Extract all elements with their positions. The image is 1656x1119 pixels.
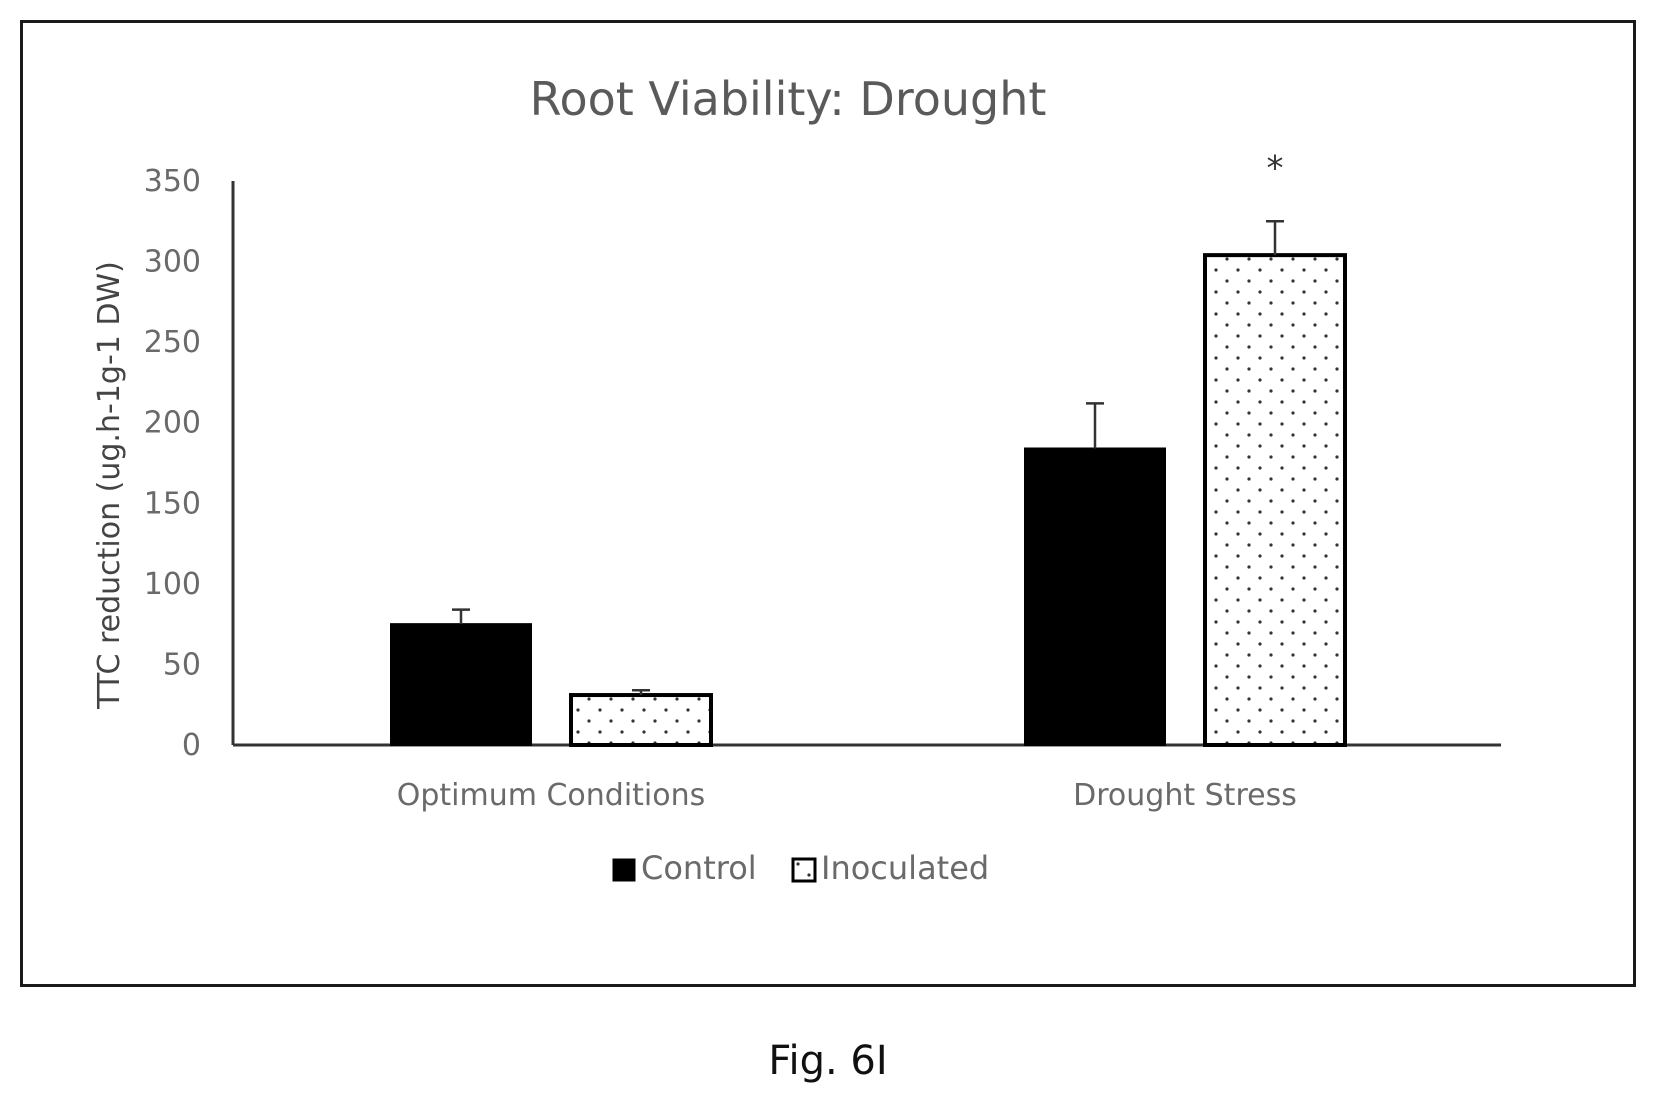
y-tick-label: 350 [144, 164, 201, 199]
legend-swatch-control [612, 858, 636, 882]
y-tick-label: 100 [144, 567, 201, 602]
y-tick-label: 300 [144, 245, 201, 280]
x-category-label: Optimum Conditions [397, 778, 706, 813]
legend-label-control: Control [641, 849, 757, 887]
y-tick-label: 200 [144, 406, 201, 441]
figure-caption: Fig. 6I [768, 1038, 888, 1084]
y-tick-label: 0 [182, 728, 201, 763]
y-tick-label: 150 [144, 486, 201, 521]
bar-control-optimum [390, 623, 532, 747]
plot-area: 0 50 100 150 200 250 300 350 Optimum Conditions D… [144, 148, 1501, 813]
legend-swatch-inoculated [791, 857, 817, 883]
chart-frame: Root Viability: Drought TTC reduction (u… [20, 20, 1636, 987]
y-tick-label: 250 [144, 325, 201, 360]
bar-chart: Root Viability: Drought TTC reduction (u… [92, 72, 1501, 887]
y-tick-label: 50 [163, 647, 201, 682]
bar-control-drought [1024, 447, 1166, 746]
y-axis-title: TTC reduction (ug.h-1g-1 DW) [92, 261, 127, 710]
bar-inoculated-drought [1203, 253, 1347, 748]
legend: Control Inoculated [612, 849, 989, 887]
legend-label-inoculated: Inoculated [821, 849, 989, 887]
bar-inoculated-optimum [569, 693, 713, 747]
significance-marker: * [1267, 148, 1284, 188]
x-category-label: Drought Stress [1073, 778, 1297, 813]
chart-title: Root Viability: Drought [530, 72, 1047, 126]
